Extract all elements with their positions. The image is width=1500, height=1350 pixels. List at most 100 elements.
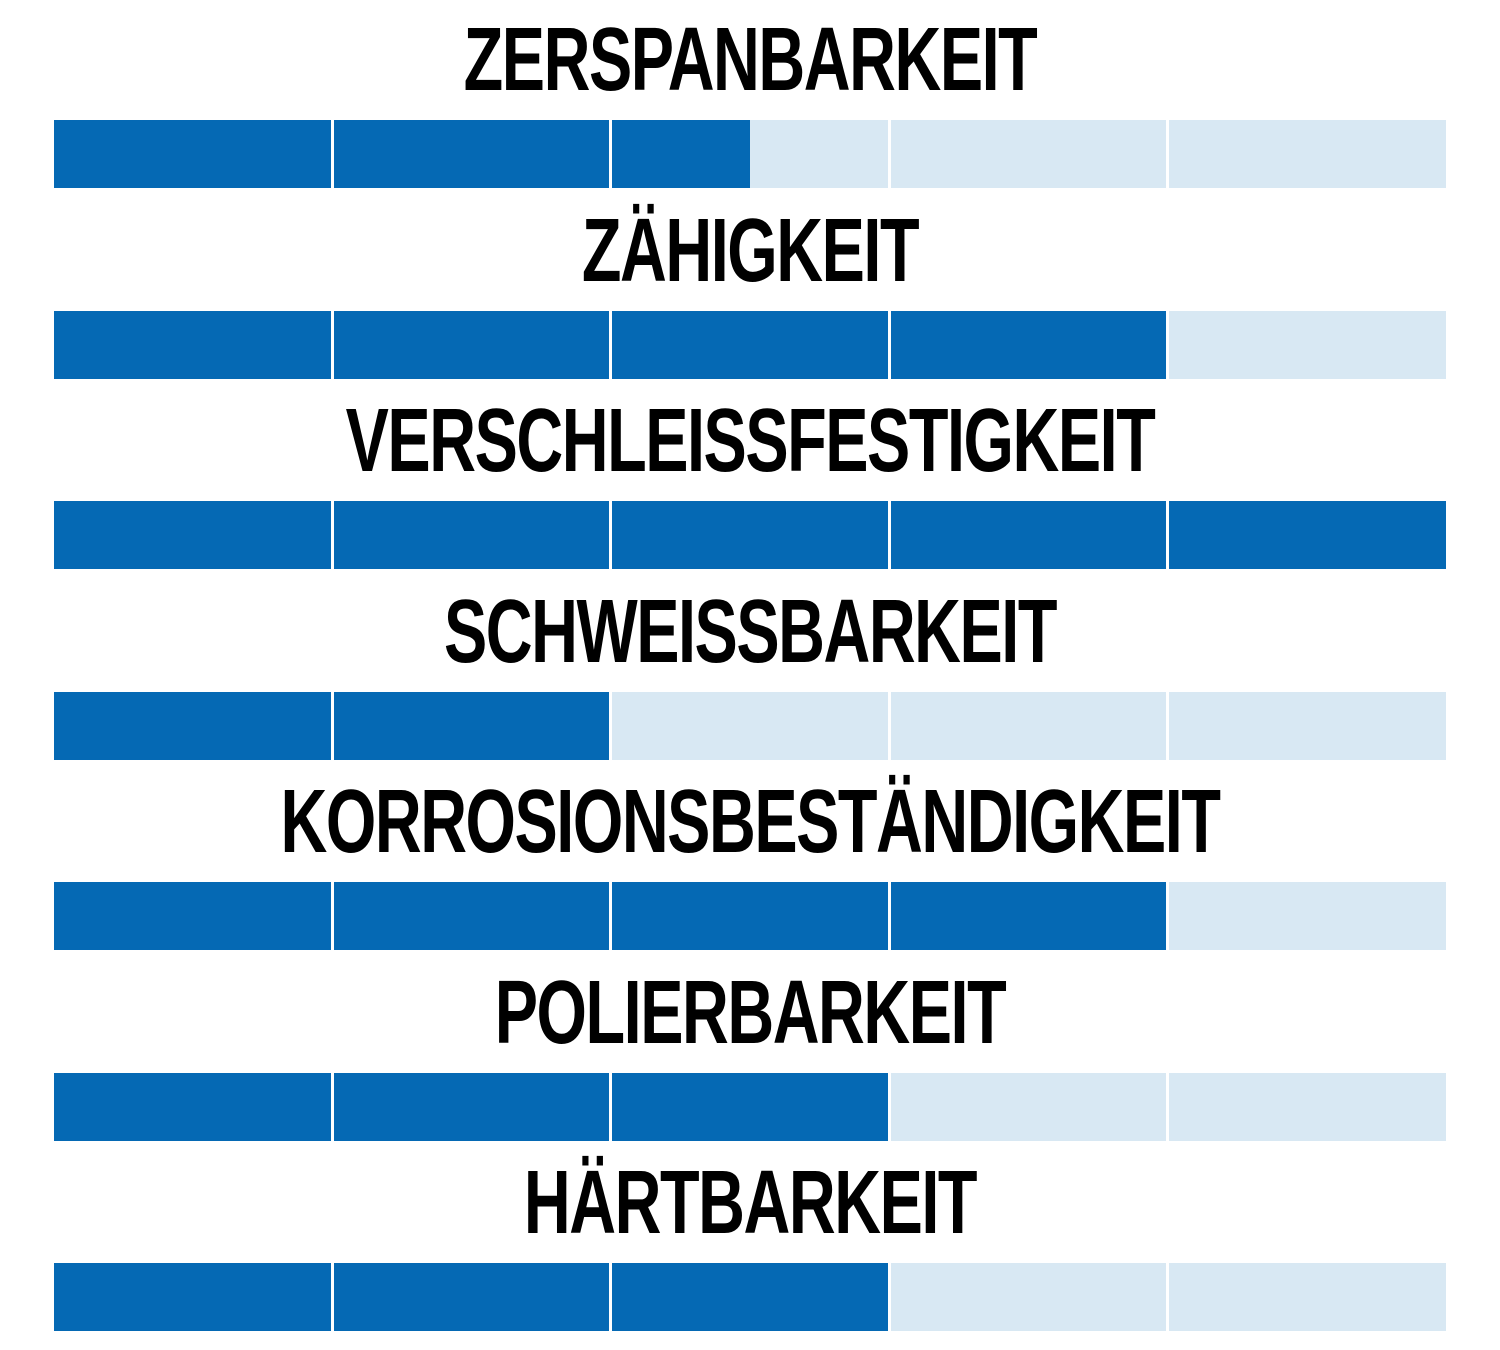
rating-segment (889, 1072, 1168, 1141)
rating-segment-fill (610, 310, 890, 379)
rating-segment (889, 691, 1168, 760)
rating-segment-fill (889, 310, 1168, 379)
rating-segment (332, 120, 611, 188)
rating-segment (54, 691, 333, 760)
rating-segment (332, 882, 611, 950)
rating-segment (1167, 310, 1446, 379)
rating-segment (1167, 1072, 1446, 1141)
rating-segment (54, 120, 333, 188)
rating-bar (54, 120, 1446, 188)
rating-row: KORROSIONSBESTÄNDIGKEIT (0, 762, 1500, 952)
rating-segment-fill (610, 882, 890, 950)
rating-segment (332, 501, 611, 569)
rating-segment (610, 310, 890, 379)
rating-label: HÄRTBARKEIT (523, 1153, 978, 1253)
rating-segment-fill (54, 1072, 333, 1141)
segment-divider (609, 310, 613, 379)
rating-label: ZÄHIGKEIT (581, 200, 920, 301)
rating-bar (54, 501, 1446, 569)
segment-divider (887, 310, 891, 379)
rating-label: SCHWEISSBARKEIT (443, 581, 1057, 682)
rating-segment (889, 1263, 1168, 1331)
rating-row: VERSCHLEISSFESTIGKEIT (0, 381, 1500, 571)
rating-segment-fill (610, 501, 890, 569)
rating-segment-fill (54, 1263, 333, 1331)
rating-segment-fill (332, 310, 611, 379)
rating-segment-fill (54, 120, 333, 188)
rating-bar (54, 691, 1446, 760)
rating-segment (54, 882, 333, 950)
rating-segment (332, 310, 611, 379)
rating-bar (54, 1263, 1446, 1331)
rating-row: SCHWEISSBARKEIT (0, 572, 1500, 762)
rating-segment (610, 882, 890, 950)
rating-bar (54, 310, 1446, 379)
rating-segment (889, 882, 1168, 950)
segment-divider (887, 501, 891, 569)
rating-segment (54, 501, 333, 569)
rating-segment-fill (610, 120, 750, 188)
segment-divider (330, 1072, 334, 1141)
rating-segment-fill (889, 882, 1168, 950)
rating-label: KORROSIONSBESTÄNDIGKEIT (280, 772, 1221, 872)
rating-segment (610, 691, 890, 760)
rating-bar (54, 1072, 1446, 1141)
rating-segment (610, 501, 890, 569)
rating-row: ZERSPANBARKEIT (0, 0, 1500, 190)
rating-label: VERSCHLEISSFESTIGKEIT (345, 391, 1156, 491)
rating-segment-fill (610, 1072, 890, 1141)
rating-segment-fill (332, 1263, 611, 1331)
segment-divider (1166, 882, 1170, 950)
rating-segment (610, 1072, 890, 1141)
segment-divider (330, 120, 334, 188)
segment-divider (330, 882, 334, 950)
rating-segment (1167, 691, 1446, 760)
segment-divider (1166, 691, 1170, 760)
rating-segment (54, 1072, 333, 1141)
rating-segment-fill (54, 882, 333, 950)
rating-segment-fill (54, 501, 333, 569)
segment-divider (887, 882, 891, 950)
rating-segment-fill (54, 310, 333, 379)
rating-row: POLIERBARKEIT (0, 953, 1500, 1143)
segment-divider (887, 691, 891, 760)
rating-segment-fill (889, 501, 1168, 569)
rating-segment (1167, 1263, 1446, 1331)
segment-divider (887, 1072, 891, 1141)
rating-segment (889, 310, 1168, 379)
segment-divider (1166, 1072, 1170, 1141)
segment-divider (1166, 1263, 1170, 1331)
segment-divider (330, 691, 334, 760)
segment-divider (609, 1072, 613, 1141)
segment-divider (887, 1263, 891, 1331)
rating-bar (54, 882, 1446, 950)
segment-divider (1166, 120, 1170, 188)
rating-segment-fill (332, 120, 611, 188)
rating-segment (1167, 882, 1446, 950)
segment-divider (609, 501, 613, 569)
rating-segment-fill (610, 1263, 890, 1331)
segment-divider (887, 120, 891, 188)
rating-segment (332, 1263, 611, 1331)
rating-label: POLIERBARKEIT (494, 962, 1007, 1063)
segment-divider (609, 882, 613, 950)
segment-divider (609, 691, 613, 760)
rating-segment-fill (332, 882, 611, 950)
segment-divider (1166, 310, 1170, 379)
rating-segment (54, 310, 333, 379)
rating-segment (54, 1263, 333, 1331)
rating-row: ZÄHIGKEIT (0, 191, 1500, 381)
segment-divider (609, 120, 613, 188)
rating-segment (889, 120, 1168, 188)
segment-divider (609, 1263, 613, 1331)
rating-segment (332, 1072, 611, 1141)
segment-divider (330, 1263, 334, 1331)
rating-label: ZERSPANBARKEIT (463, 10, 1038, 110)
rating-segment (889, 501, 1168, 569)
rating-segment-fill (332, 691, 611, 760)
rating-segment-fill (332, 501, 611, 569)
rating-segment (1167, 501, 1446, 569)
segment-divider (330, 501, 334, 569)
rating-segment (610, 120, 890, 188)
rating-segment (332, 691, 611, 760)
